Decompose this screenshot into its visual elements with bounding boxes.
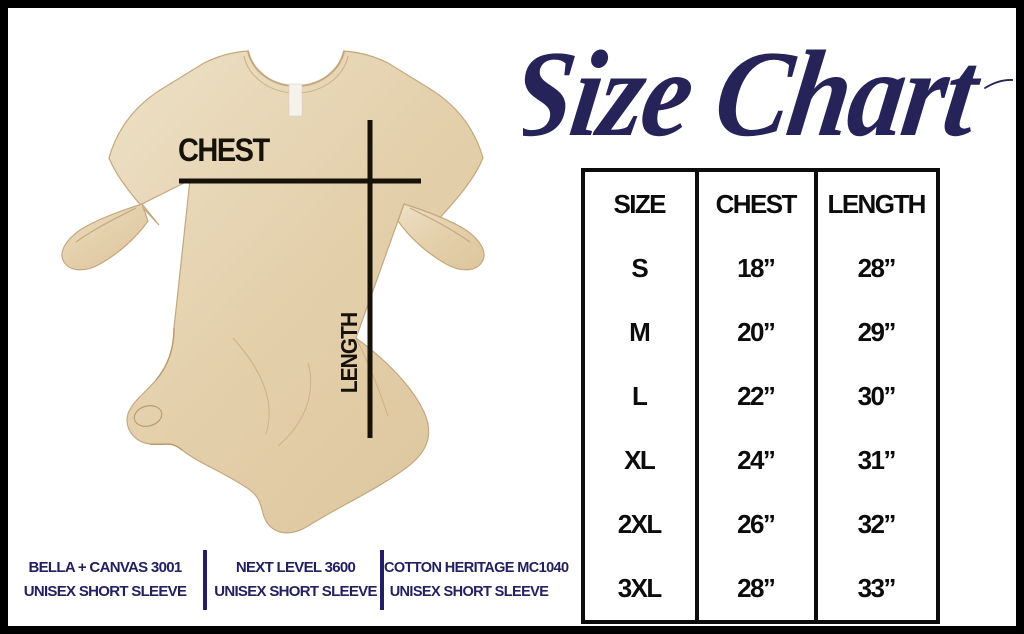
svg-text:CHEST: CHEST (178, 131, 270, 168)
svg-text:LENGTH: LENGTH (336, 313, 362, 393)
svg-text:Size Chart: Size Chart (523, 26, 989, 156)
